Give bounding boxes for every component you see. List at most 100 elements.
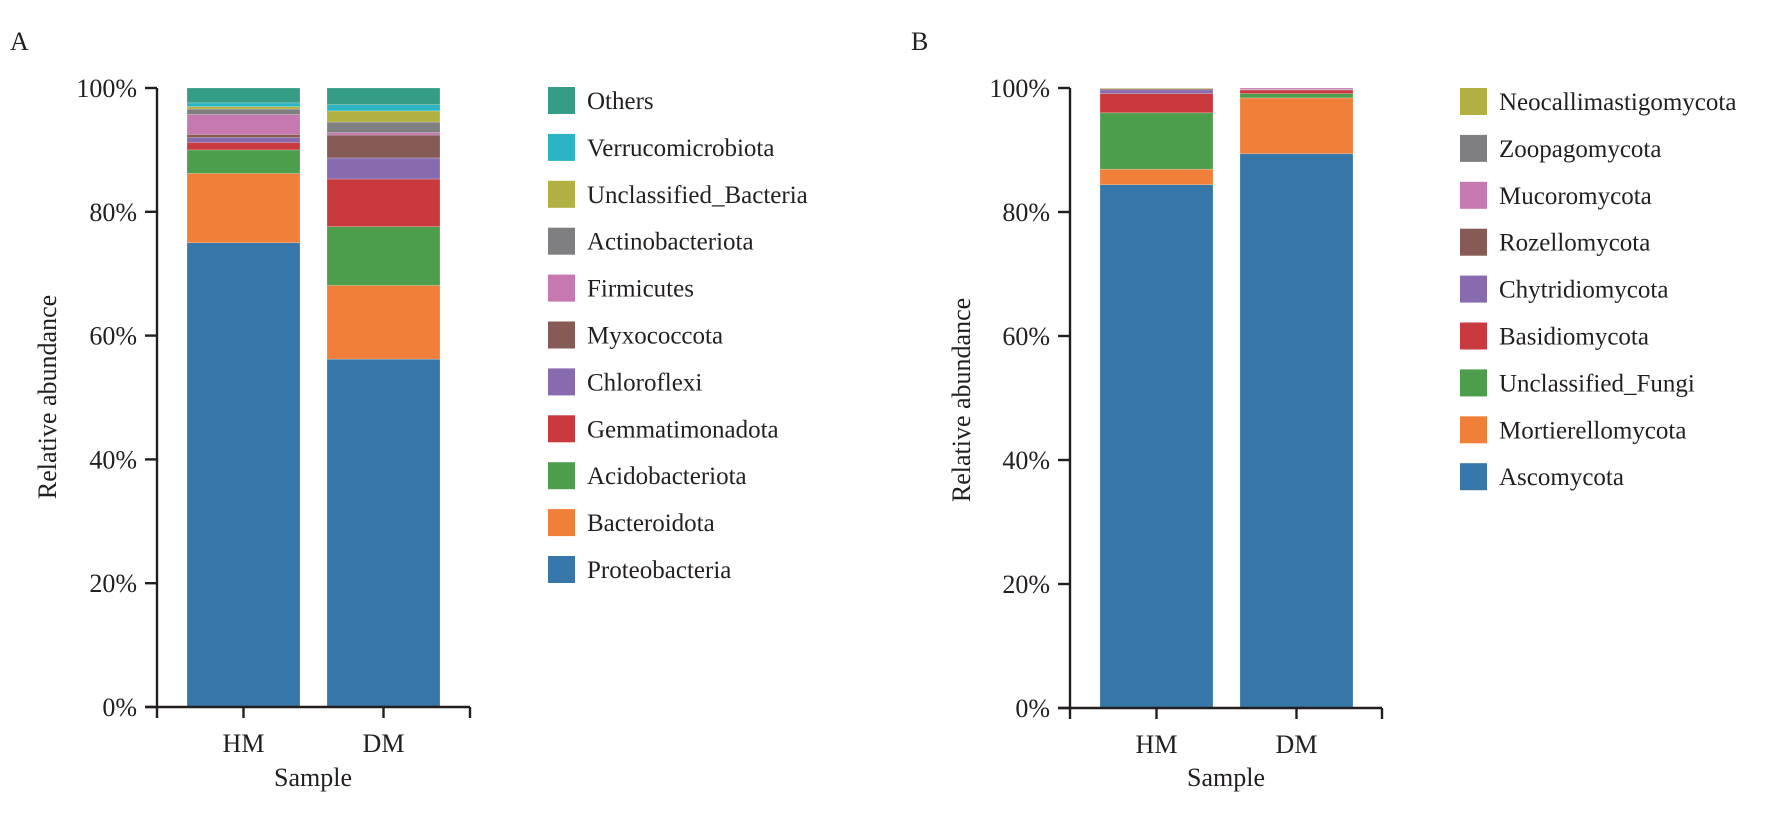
legend-swatch (548, 274, 575, 302)
y-tick-label: 60% (89, 322, 137, 351)
y-tick-label: 60% (1002, 322, 1050, 351)
x-tick-label: DM (363, 729, 405, 758)
bar-segment-dm-chloroflexi (326, 157, 441, 180)
legend-swatch (1460, 369, 1487, 397)
bar-segment-hm-basidiomycota (1099, 93, 1214, 114)
legend-item: Chytridiomycota (1460, 275, 1668, 304)
legend-item: Unclassified_Fungi (1460, 369, 1695, 397)
bar-segment-hm-verrucomicrobiota (186, 102, 301, 107)
legend-item: Unclassified_Bacteria (548, 180, 808, 209)
legend-swatch (1460, 228, 1487, 256)
bar-segment-dm-mortierellomycota (1239, 97, 1354, 155)
y-tick-label: 40% (89, 445, 137, 474)
legend-swatch (548, 227, 575, 255)
bar-segment-dm-unclassified-bacteria (326, 110, 441, 123)
panel-a: A 0% 20% 40% 60% 80% 100% HM DM Relative abunda… (10, 27, 808, 792)
plot-area: 0% 20% 40% 60% 80% 100% HM DM (76, 74, 472, 758)
legend-item: Myxococcota (548, 321, 723, 350)
y-tick-label: 0% (102, 693, 137, 722)
legend-swatch (548, 368, 575, 396)
bar-segment-hm-chytridiomycota (1099, 89, 1214, 94)
legend-item: Acidobacteriota (548, 462, 747, 490)
bar-segment-dm-others (326, 87, 441, 106)
y-tick-label: 40% (1002, 446, 1050, 475)
legend-label: Chytridiomycota (1499, 277, 1668, 304)
legend-label: Neocallimastigomycota (1499, 89, 1736, 116)
legend-item: Rozellomycota (1460, 228, 1650, 257)
legend: Neocallimastigomycota Zoopagomycota Mucoro… (1460, 88, 1736, 491)
legend-label: Myxococcota (587, 323, 723, 350)
legend-label: Zoopagomycota (1499, 136, 1661, 163)
bar-segment-dm-ascomycota (1239, 153, 1354, 709)
x-tick-label: DM (1276, 730, 1318, 759)
bar-segment-hm-neocallimastigomycota (1099, 87, 1214, 89)
legend-label: Firmicutes (587, 276, 694, 303)
bar-segment-hm-gemmatimonadota (186, 142, 301, 151)
legend-label: Bacteroidota (587, 510, 715, 537)
x-axis-title: Sample (1187, 763, 1265, 792)
legend-swatch (1460, 463, 1487, 491)
legend-swatch (548, 180, 575, 208)
legend-item: Basidiomycota (1460, 322, 1649, 351)
legend-item: Gemmatimonadota (548, 415, 779, 443)
bar-segment-hm-acidobacteriota (186, 149, 301, 174)
bar-segment-hm-bacteroidota (186, 173, 301, 244)
legend-label: Unclassified_Bacteria (587, 182, 808, 209)
bar-segment-hm-mortierellomycota (1099, 168, 1214, 186)
legend-item: Verrucomicrobiota (548, 133, 774, 162)
y-tick-label: 20% (1002, 570, 1050, 599)
bar-segment-hm-unclassified-fungi (1099, 112, 1214, 170)
legend-label: Mucoromycota (1499, 183, 1652, 210)
bar-segment-hm-others (186, 87, 301, 104)
legend-swatch (548, 462, 575, 490)
bar-segment-dm-proteobacteria (326, 358, 441, 708)
y-tick-label: 80% (1002, 198, 1050, 227)
panel-b: B 0% 20% 40% 60% 80% 100% HM DM Relative abunda… (911, 27, 1736, 792)
legend-label: Rozellomycota (1499, 230, 1650, 257)
bar-segment-hm-ascomycota (1099, 184, 1214, 709)
y-tick-label: 100% (76, 74, 137, 103)
legend-label: Ascomycota (1499, 464, 1624, 491)
legend-swatch (1460, 416, 1487, 444)
panel-label: A (10, 27, 29, 56)
bar-segment-dm-acidobacteriota (326, 226, 441, 286)
y-axis-title: Relative abundance (947, 298, 976, 502)
legend: Others Verrucomicrobiota Unclassified_Bact… (548, 87, 808, 584)
legend-swatch (548, 415, 575, 443)
bar-segment-dm-actinobacteriota (326, 121, 441, 133)
legend-item: Neocallimastigomycota (1460, 88, 1736, 116)
legend-item: Ascomycota (1460, 463, 1624, 491)
y-tick-label: 80% (89, 198, 137, 227)
x-axis-title: Sample (274, 763, 352, 792)
legend-swatch (548, 133, 575, 161)
x-tick-label: HM (223, 729, 265, 758)
legend-swatch (1460, 322, 1487, 350)
bar-segment-hm-chloroflexi (186, 137, 301, 143)
y-tick-label: 0% (1015, 694, 1050, 723)
legend-label: Gemmatimonadota (587, 416, 779, 443)
bar-segment-hm-myxococcota (186, 134, 301, 138)
legend-swatch (548, 556, 575, 583)
plot-area: 0% 20% 40% 60% 80% 100% HM DM (989, 74, 1384, 759)
bar-segment-hm-actinobacteriota (186, 108, 301, 115)
bar-segment-hm-proteobacteria (186, 242, 301, 708)
legend-label: Proteobacteria (587, 557, 731, 584)
bar-segment-dm-unclassified-fungi (1239, 93, 1354, 99)
legend-swatch (548, 321, 575, 349)
legend-label: Acidobacteriota (587, 463, 747, 490)
legend-label: Others (587, 88, 654, 115)
legend-item: Proteobacteria (548, 556, 731, 584)
bar-segment-hm-unclassified-bacteria (186, 106, 301, 110)
legend-item: Firmicutes (548, 274, 694, 303)
legend-swatch (1460, 134, 1487, 162)
bar-segment-dm-bacteroidota (326, 285, 441, 360)
x-tick-label: HM (1136, 730, 1178, 759)
legend-swatch (1460, 88, 1487, 115)
legend-item: Zoopagomycota (1460, 134, 1661, 163)
legend-item: Actinobacteriota (548, 227, 754, 256)
bar-segment-dm-firmicutes (326, 132, 441, 136)
bar-segment-dm-verrucomicrobiota (326, 104, 441, 112)
legend-label: Unclassified_Fungi (1499, 370, 1695, 397)
bar-segment-dm-basidiomycota (1239, 89, 1354, 94)
